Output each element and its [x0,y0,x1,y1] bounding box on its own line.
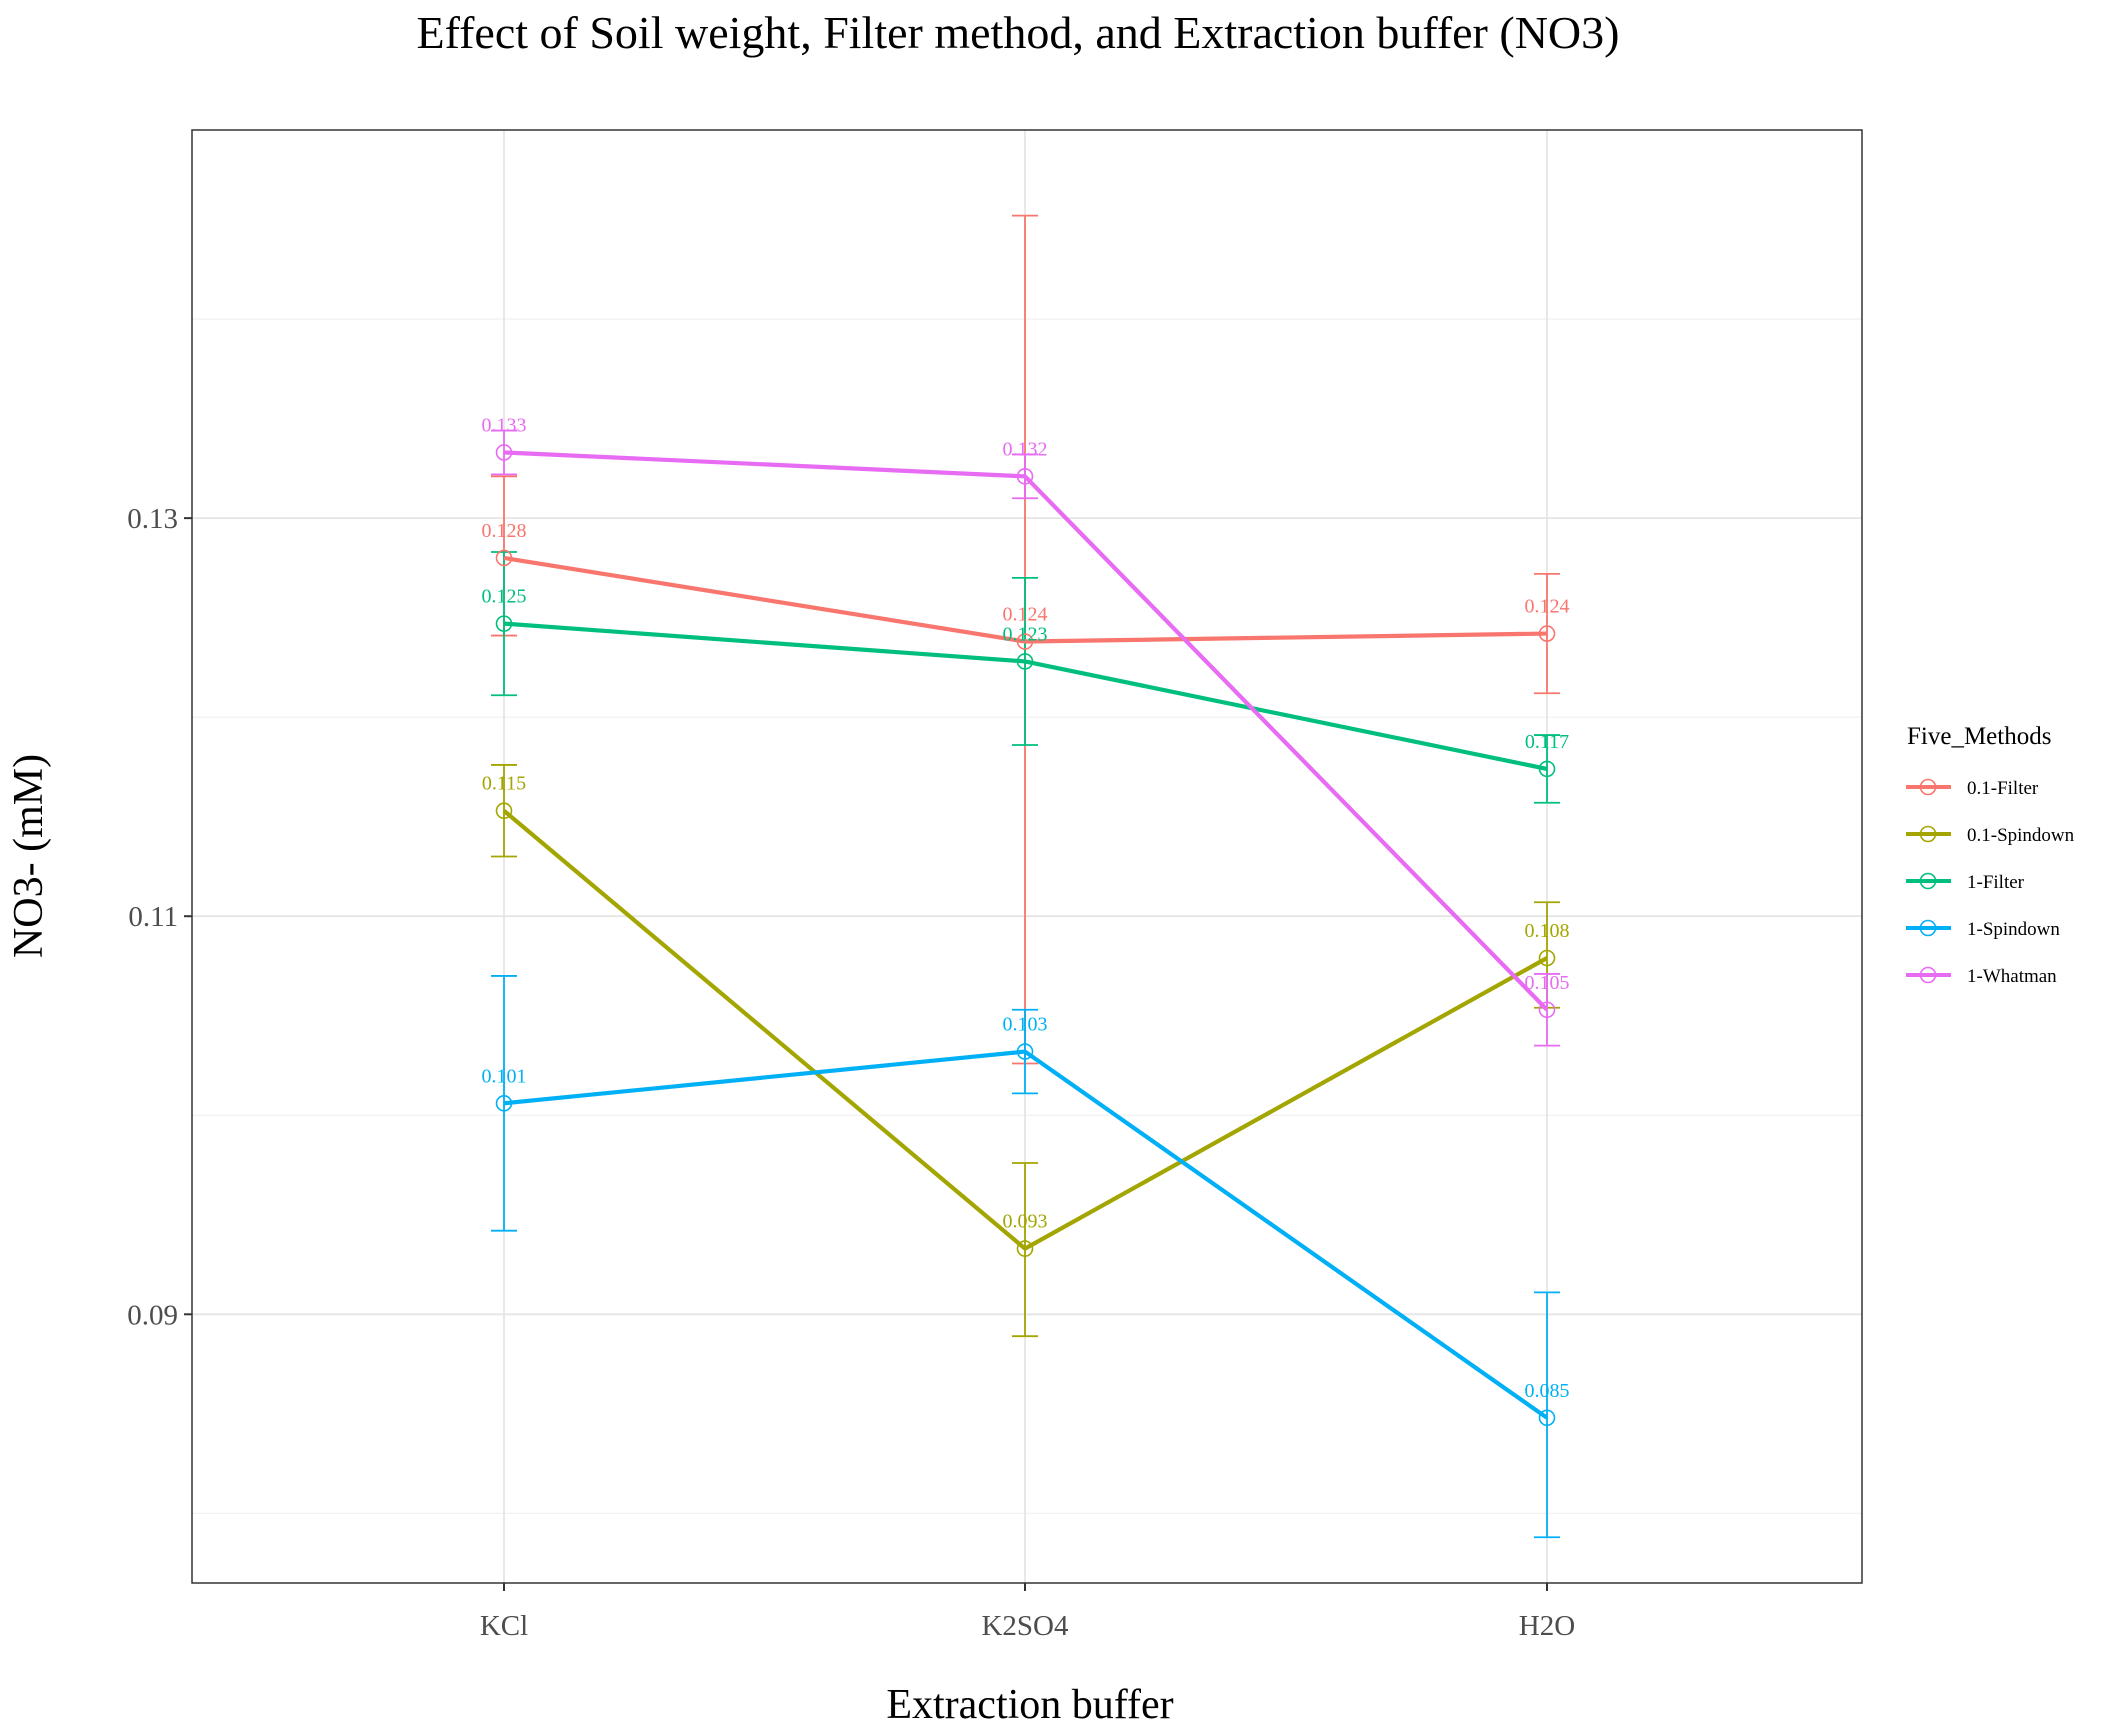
data-points [495,444,1556,1427]
legend-marker [1919,872,1937,890]
y-tick-label: 0.13 [127,503,178,535]
data-point [495,444,513,461]
y-tick-label: 0.11 [128,901,178,933]
data-labels: 0.128 0.124 0.124 0.115 0.093 0.108 0.125 0.123… [482,414,1570,1401]
x-axis-title: Extraction buffer [886,1682,1173,1728]
y-axis-title: NO3- (mM) [6,754,52,958]
data-label: 0.123 [1003,623,1048,645]
legend-marker [1919,919,1937,937]
data-label: 0.093 [1003,1211,1048,1233]
series-line [502,809,1549,1251]
legend-label: 1-Whatman [1967,966,2057,987]
data-label: 0.085 [1525,1380,1570,1402]
data-point [1016,633,1034,650]
legend-marker [1919,825,1937,843]
data-label: 0.101 [482,1065,527,1087]
data-point [1538,760,1556,778]
data-point [1016,468,1034,485]
legend-label: 1-Filter [1967,872,2025,893]
legend: Five_Methods 0.1-Filter 0.1-Spindown 1-Fil… [1906,723,2075,987]
legend-marker [1919,966,1937,984]
y-axis: 0.09 0.11 0.13 [127,503,192,1331]
data-label: 0.132 [1003,438,1048,460]
plot-panel-border [191,129,1863,1584]
legend-label: 0.1-Filter [1967,778,2039,799]
data-label: 0.108 [1525,920,1570,942]
series-line [503,555,1548,644]
data-label: 0.105 [1525,972,1570,994]
x-tick-label: KCl [480,1610,528,1642]
data-point [495,802,513,820]
legend-marker [1919,778,1937,796]
data-label: 0.117 [1525,731,1569,753]
data-point [1538,949,1556,967]
legend-title: Five_Methods [1907,723,2051,750]
data-label: 0.128 [482,520,527,542]
data-point [495,615,513,632]
series-lines [502,450,1549,1420]
data-label: 0.125 [482,586,527,608]
data-point [1538,625,1556,642]
data-label: 0.124 [1525,596,1570,618]
series-line [503,450,1549,1012]
x-tick-label: H2O [1519,1610,1575,1642]
data-point [1016,653,1034,670]
x-axis: KCl K2SO4 H2O [480,1583,1575,1642]
data-point [495,549,513,567]
data-label: 0.103 [1003,1014,1048,1036]
data-label: 0.133 [482,414,527,436]
major-gridlines [192,130,1862,1583]
series-line [503,1049,1549,1420]
minor-gridlines [192,318,1862,1514]
data-point [1538,1001,1556,1019]
x-tick-label: K2SO4 [981,1610,1069,1642]
data-label: 0.115 [482,773,526,795]
legend-items: 0.1-Filter 0.1-Spindown 1-Filter 1-Spindown… [1906,778,2075,987]
series-line [503,621,1548,771]
data-label: 0.124 [1003,604,1048,626]
legend-label: 1-Spindown [1967,919,2060,940]
data-point [1016,1240,1034,1257]
legend-label: 0.1-Spindown [1967,825,2075,846]
data-point [495,1095,513,1112]
data-point [1538,1409,1556,1427]
chart-title: Effect of Soil weight, Filter method, an… [417,7,1620,58]
y-tick-label: 0.09 [127,1299,178,1331]
data-point [1016,1043,1034,1060]
